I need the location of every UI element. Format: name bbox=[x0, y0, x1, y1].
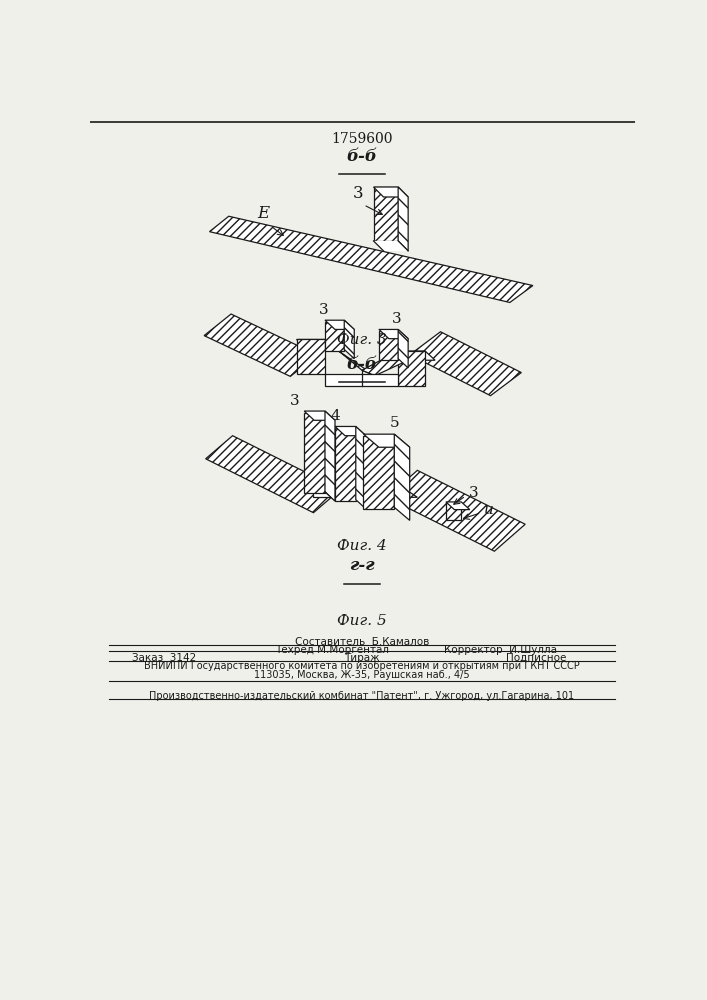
Polygon shape bbox=[398, 187, 408, 251]
Polygon shape bbox=[344, 320, 354, 359]
Text: Фиг. 3: Фиг. 3 bbox=[337, 333, 387, 347]
Text: Составитель  Б.Камалов: Составитель Б.Камалов bbox=[295, 637, 429, 647]
Polygon shape bbox=[446, 503, 461, 520]
Polygon shape bbox=[313, 482, 395, 497]
Text: 3: 3 bbox=[469, 486, 479, 500]
Text: Корректор  И.Шулла: Корректор И.Шулла bbox=[444, 645, 557, 655]
Polygon shape bbox=[373, 187, 408, 197]
Polygon shape bbox=[379, 329, 408, 339]
Polygon shape bbox=[356, 426, 366, 509]
Text: Тираж: Тираж bbox=[344, 653, 380, 663]
Polygon shape bbox=[398, 329, 408, 368]
Polygon shape bbox=[398, 351, 425, 386]
Text: 3: 3 bbox=[289, 394, 299, 408]
Polygon shape bbox=[387, 470, 525, 551]
Text: 1759600: 1759600 bbox=[331, 132, 392, 146]
Polygon shape bbox=[325, 374, 398, 386]
Polygon shape bbox=[209, 216, 533, 302]
Text: Фиг. 4: Фиг. 4 bbox=[337, 539, 387, 553]
Polygon shape bbox=[296, 339, 325, 374]
Polygon shape bbox=[206, 436, 340, 513]
Text: 3: 3 bbox=[392, 312, 402, 326]
Polygon shape bbox=[373, 187, 398, 241]
Text: 5: 5 bbox=[390, 416, 399, 430]
Polygon shape bbox=[446, 502, 469, 510]
Polygon shape bbox=[409, 332, 521, 396]
Polygon shape bbox=[325, 320, 354, 329]
Polygon shape bbox=[304, 411, 335, 420]
Polygon shape bbox=[325, 411, 335, 501]
Polygon shape bbox=[363, 436, 395, 509]
Text: ВНИИПИ Государственного комитета по изобретениям и открытиям при ГКНТ СССР: ВНИИПИ Государственного комитета по изоб… bbox=[144, 661, 580, 671]
Polygon shape bbox=[373, 241, 408, 251]
Polygon shape bbox=[335, 426, 366, 436]
Text: и: и bbox=[484, 503, 494, 517]
Text: Фиг. 5: Фиг. 5 bbox=[337, 614, 387, 628]
Polygon shape bbox=[363, 434, 409, 447]
Text: б-б: б-б bbox=[346, 148, 378, 165]
Text: б-б: б-б bbox=[346, 356, 378, 373]
Polygon shape bbox=[325, 339, 375, 376]
Polygon shape bbox=[395, 434, 409, 520]
Polygon shape bbox=[304, 413, 325, 493]
Polygon shape bbox=[325, 322, 344, 351]
Text: 113035, Москва, Ж-35, Раушская наб., 4/5: 113035, Москва, Ж-35, Раушская наб., 4/5 bbox=[254, 670, 469, 680]
Polygon shape bbox=[313, 482, 417, 497]
Text: Техред М.Моргентал: Техред М.Моргентал bbox=[275, 645, 389, 655]
Text: Заказ  3142: Заказ 3142 bbox=[132, 653, 197, 663]
Polygon shape bbox=[398, 351, 435, 360]
Text: Производственно-издательский комбинат "Патент", г. Ужгород, ул.Гагарина, 101: Производственно-издательский комбинат "П… bbox=[149, 691, 575, 701]
Polygon shape bbox=[296, 339, 335, 349]
Text: 3: 3 bbox=[353, 185, 363, 202]
Polygon shape bbox=[335, 428, 356, 501]
Polygon shape bbox=[379, 331, 398, 360]
Text: 4: 4 bbox=[330, 409, 340, 423]
Text: Подписное: Подписное bbox=[506, 653, 566, 663]
Polygon shape bbox=[362, 351, 408, 376]
Text: г-г: г-г bbox=[349, 557, 375, 574]
Text: Е: Е bbox=[257, 205, 269, 222]
Text: 3: 3 bbox=[319, 303, 328, 317]
Polygon shape bbox=[204, 314, 317, 376]
